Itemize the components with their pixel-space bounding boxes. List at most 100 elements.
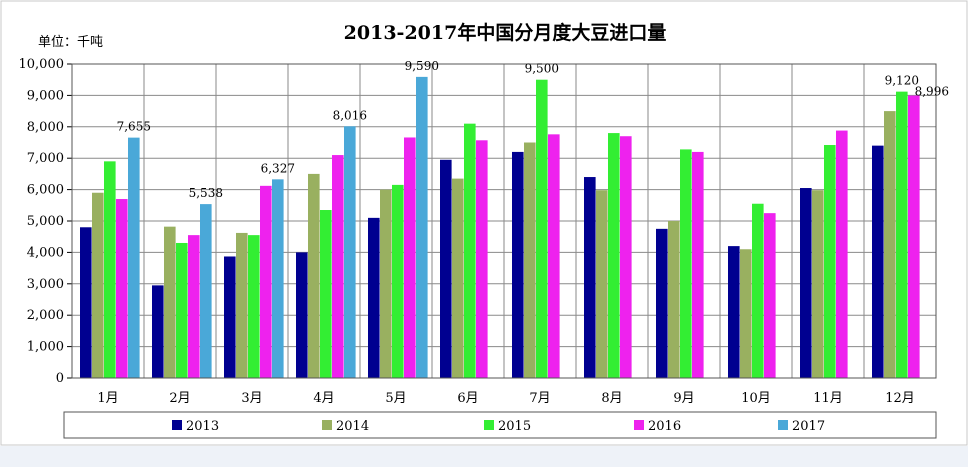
axes: 0 1,000 2,000 3,000 4,000 5,000 6,000 7,000 8,00… [19, 57, 937, 406]
legend-label-2014: 2014 [336, 419, 369, 434]
bar-2013-9 [656, 228, 668, 378]
legend-label-2013: 2013 [186, 419, 219, 434]
plot-border [71, 63, 937, 379]
y-tick-label: 9,000 [27, 88, 64, 103]
legend-swatch-2016 [634, 420, 644, 430]
bar-2016-7 [548, 134, 560, 378]
bar-2015-2 [176, 242, 188, 378]
y-tick-label: 6,000 [27, 183, 64, 198]
bar-2014-7 [524, 142, 536, 378]
x-tick-label: 3月 [241, 391, 262, 406]
bar-2014-12 [884, 111, 896, 378]
x-tick-label: 4月 [313, 391, 334, 406]
bar-2015-10 [752, 203, 764, 378]
x-tick-label: 10月 [741, 391, 771, 406]
bar-2015-8 [608, 133, 620, 378]
y-tick-label: 2,000 [27, 308, 64, 323]
bar-2013-8 [584, 177, 596, 378]
bars [80, 76, 920, 379]
bar-2014-6 [452, 178, 464, 378]
bar-2016-2 [188, 235, 200, 378]
y-tick-label: 5,000 [27, 214, 64, 229]
legend: 2013 2014 2015 2016 2017 [63, 411, 937, 439]
bottom-band [0, 446, 968, 467]
bar-2015-6 [464, 123, 476, 378]
bar-2016-12 [908, 95, 920, 378]
x-tick-label: 1月 [97, 391, 118, 406]
data-label: 5,538 [189, 186, 223, 200]
data-label: 9,590 [405, 59, 439, 73]
legend-swatch-2015 [484, 420, 494, 430]
legend-box [63, 411, 937, 439]
legend-label-2016: 2016 [648, 419, 681, 434]
data-label: 9,120 [885, 74, 919, 88]
bar-2015-3 [248, 235, 260, 378]
bar-2013-1 [80, 227, 92, 378]
data-label: 6,327 [261, 161, 295, 175]
bar-2015-12 [896, 91, 908, 378]
bar-2014-3 [236, 232, 248, 378]
data-label: 8,996 [915, 85, 949, 99]
bar-2014-4 [308, 173, 320, 378]
chart-title: 2013-2017年中国分月度大豆进口量 [344, 21, 667, 44]
bar-2013-12 [872, 145, 884, 378]
data-label: 8,016 [333, 108, 367, 122]
x-tick-label: 11月 [813, 391, 843, 406]
x-tick-label: 12月 [885, 391, 915, 406]
y-tick-label: 10,000 [19, 57, 65, 72]
bar-2016-5 [404, 137, 416, 378]
legend-label-2015: 2015 [498, 419, 531, 434]
bar-2014-10 [740, 249, 752, 378]
bar-2016-11 [836, 130, 848, 378]
bar-2017-5 [416, 76, 428, 379]
y-tick-label: 4,000 [27, 245, 64, 260]
bar-2015-5 [392, 184, 404, 378]
bar-2015-4 [320, 210, 332, 378]
x-tick-label: 2月 [169, 391, 190, 406]
legend-swatch-2014 [322, 420, 332, 430]
bar-2016-4 [332, 155, 344, 378]
legend-swatch-2013 [172, 420, 182, 430]
x-tick-label: 7月 [529, 391, 550, 406]
bar-2014-11 [812, 190, 824, 378]
bar-2015-9 [680, 149, 692, 378]
bar-2014-1 [92, 192, 104, 378]
bar-2013-4 [296, 252, 308, 378]
bar-2014-5 [380, 189, 392, 378]
x-tick-label: 8月 [601, 391, 622, 406]
bar-2016-9 [692, 151, 704, 378]
bar-2016-6 [476, 140, 488, 378]
bar-2016-1 [116, 199, 128, 378]
x-tick-label: 9月 [673, 391, 694, 406]
bar-2017-2 [200, 204, 212, 378]
bar-2015-7 [536, 79, 548, 378]
bar-2013-5 [368, 217, 380, 378]
bar-2013-11 [800, 188, 812, 378]
legend-label-2017: 2017 [792, 419, 825, 434]
bar-2016-8 [620, 136, 632, 378]
unit-label: 单位：千吨 [38, 35, 103, 50]
y-tick-label: 8,000 [27, 120, 64, 135]
bar-2017-1 [128, 137, 140, 378]
bar-2014-9 [668, 221, 680, 378]
bar-2013-3 [224, 256, 236, 378]
bar-2013-6 [440, 159, 452, 378]
bar-2013-2 [152, 285, 164, 378]
bar-2015-11 [824, 145, 836, 378]
bar-2016-3 [260, 185, 272, 378]
bar-2016-10 [764, 213, 776, 378]
y-tick-label: 0 [56, 371, 64, 386]
bar-2017-4 [344, 126, 356, 378]
bar-2013-7 [512, 151, 524, 378]
y-tick-label: 7,000 [27, 151, 64, 166]
bar-2013-10 [728, 246, 740, 378]
bar-2017-3 [272, 179, 284, 378]
x-tick-label: 5月 [385, 391, 406, 406]
bar-2014-8 [596, 190, 608, 378]
x-tick-label: 6月 [457, 391, 478, 406]
bar-2014-2 [164, 226, 176, 378]
bar-2015-1 [104, 161, 116, 378]
